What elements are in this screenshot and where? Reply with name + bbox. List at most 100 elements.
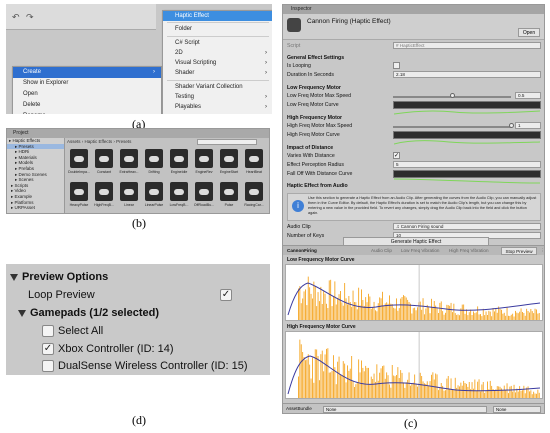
high-curve-label: High Freq Motor Curve [287, 132, 340, 138]
caption-a: (a) [132, 117, 146, 131]
asset-item[interactable]: DoubleImpa... [68, 149, 90, 180]
dualsense-controller-checkbox[interactable] [42, 360, 54, 372]
high-curve-preview [393, 140, 541, 145]
tab-high-freq[interactable]: High Freq Vibration [449, 248, 489, 253]
script-value: HapticEffect [399, 43, 425, 48]
submenu-item[interactable]: Playables › [163, 102, 272, 112]
folder-tree-item[interactable]: ▸ Materials [15, 154, 37, 160]
folder-tree-item[interactable]: ▸ Video [11, 188, 26, 194]
general-settings-header: General Effect Settings [287, 55, 345, 61]
asset-item[interactable]: OffRoadBu... [194, 182, 214, 213]
high-speed-slider-knob[interactable] [509, 123, 514, 128]
context-menu-item[interactable]: Open [23, 91, 38, 97]
asset-item[interactable]: HeartBeat [244, 149, 264, 180]
asset-item[interactable]: LinearPulse [144, 182, 164, 213]
falloff-curve-field[interactable] [393, 170, 541, 184]
falloff-label: Fall Off With Distance Curve [287, 171, 353, 177]
submenu-item[interactable]: Folder [163, 24, 272, 34]
high-speed-field[interactable]: 1 [515, 122, 541, 129]
xbox-controller-label: Xbox Controller (ID: 14) [58, 343, 174, 355]
asset-label: LinearPulse [144, 203, 164, 207]
gamepad-icon [70, 182, 88, 201]
varies-checkbox[interactable]: ✓ [393, 152, 400, 159]
asset-item[interactable]: RacingCar... [244, 182, 264, 213]
high-speed-slider[interactable] [393, 126, 511, 128]
search-input[interactable] [197, 139, 257, 145]
folder-tree-item[interactable]: ▸ Scenes [15, 177, 34, 183]
asset-item[interactable]: HighFreqB... [94, 182, 114, 213]
asset-item[interactable]: EngineRev [194, 149, 214, 180]
create-submenu: Haptic Effect Folder C# Script 2D › Visual Sc… [162, 10, 272, 114]
project-tab[interactable]: Project [7, 129, 269, 138]
context-menu-item[interactable]: Rename [13, 111, 161, 114]
asset-item[interactable]: HeavyPulse [69, 182, 89, 213]
redo-icon[interactable]: ↷ [26, 12, 34, 22]
audio-clip-field[interactable]: ♫ Cannon Firing sound [393, 223, 541, 230]
context-menu-item[interactable]: Create › [13, 67, 161, 78]
context-menu-item[interactable]: Show in Explorer [23, 80, 69, 86]
xbox-controller-checkbox[interactable]: ✓ [42, 343, 54, 355]
low-speed-slider-knob[interactable] [450, 93, 455, 98]
submenu-item-label: Visual Scripting [175, 60, 217, 67]
submenu-item[interactable]: Shader › [163, 68, 272, 78]
stop-preview-button[interactable]: Stop Preview [501, 247, 537, 255]
radius-field[interactable]: 5 [393, 161, 541, 168]
submenu-item-label: Folder [175, 26, 193, 33]
gamepad-icon [145, 182, 163, 201]
tab-low-freq[interactable]: Low Freq Vibration [401, 248, 440, 253]
breadcrumb: Assets › Haptic Effects › Presets [67, 139, 132, 144]
folder-tree-item[interactable]: ▸ Prefabs [15, 165, 35, 171]
is-looping-checkbox[interactable] [393, 62, 400, 69]
asset-bundle-dropdown[interactable]: None [323, 406, 487, 413]
asset-item[interactable]: Constant [94, 149, 114, 180]
undo-icon[interactable]: ↶ [12, 12, 20, 22]
asset-item[interactable]: EngineIdle [169, 149, 189, 180]
submenu-item[interactable]: Haptic Effect [163, 11, 272, 22]
gamepad-icon [245, 149, 263, 168]
folder-tree-item[interactable]: ▸ Platforms [11, 199, 34, 205]
inspector-tab[interactable]: Inspector [283, 5, 544, 14]
duration-field[interactable]: 2.18 [393, 71, 541, 78]
low-speed-field[interactable]: 0.5 [515, 92, 541, 99]
asset-item[interactable]: Linear [119, 182, 139, 213]
chevron-down-icon [10, 273, 18, 281]
generate-haptic-button[interactable]: Generate Haptic Effect [343, 237, 489, 246]
gamepad-icon [120, 182, 138, 201]
folder-tree-item[interactable]: ▸ Presets [7, 143, 64, 150]
submenu-item[interactable]: Testing › [163, 92, 272, 102]
asset-item[interactable]: ExtraHeav... [119, 149, 139, 180]
submenu-item[interactable]: Shader Variant Collection [163, 82, 272, 92]
submenu-item[interactable]: Visual Scripting › [163, 58, 272, 68]
asset-label: Constant [96, 170, 111, 174]
asset-item[interactable]: Drifting [144, 149, 164, 180]
folder-tree-item[interactable]: ▸ URPAsset [11, 205, 35, 211]
submenu-item[interactable]: C# Script [163, 38, 272, 48]
folder-tree-item[interactable]: ▸ Scripts [11, 182, 29, 188]
folder-tree-item[interactable]: ▸ Models [15, 160, 34, 166]
chevron-down-icon [18, 309, 26, 317]
submenu-item[interactable]: 2D › [163, 48, 272, 58]
low-curve-field[interactable] [393, 101, 541, 115]
asset-item[interactable]: Pulse [219, 182, 239, 213]
folder-tree-item[interactable]: ▸ HDRi [15, 149, 30, 155]
low-curve-label: Low Freq Motor Curve [287, 102, 339, 108]
asset-item[interactable]: LowFreqB... [169, 182, 189, 213]
high-curve-field[interactable] [393, 131, 541, 145]
folder-tree-item[interactable]: ▸ Haptic Effects [9, 138, 41, 143]
folder-tree-item[interactable]: ▸ Demo Scenes [15, 171, 47, 177]
asset-item[interactable]: EngineStart [219, 149, 239, 180]
duration-label: Duration In Seconds [287, 72, 335, 78]
loop-preview-checkbox[interactable]: ✓ [220, 289, 232, 301]
gamepad-icon [245, 182, 263, 201]
select-all-checkbox[interactable] [42, 325, 54, 337]
audio-clip-label: Audio Clip [287, 224, 311, 230]
open-button[interactable]: Open [518, 28, 540, 37]
preview-options-foldout[interactable]: Preview Options [10, 268, 108, 286]
submenu-item[interactable]: Assembly Definition [163, 113, 272, 114]
context-menu-item[interactable]: Delete [23, 102, 41, 108]
tab-audio-clip[interactable]: Audio Clip [371, 248, 392, 253]
more-icon[interactable]: ⋮ [540, 248, 545, 253]
asset-variant-dropdown[interactable]: None [493, 406, 541, 413]
folder-tree-item[interactable]: ▸ Example [11, 193, 33, 199]
gamepads-foldout[interactable]: Gamepads (1/2 selected) [18, 304, 159, 322]
